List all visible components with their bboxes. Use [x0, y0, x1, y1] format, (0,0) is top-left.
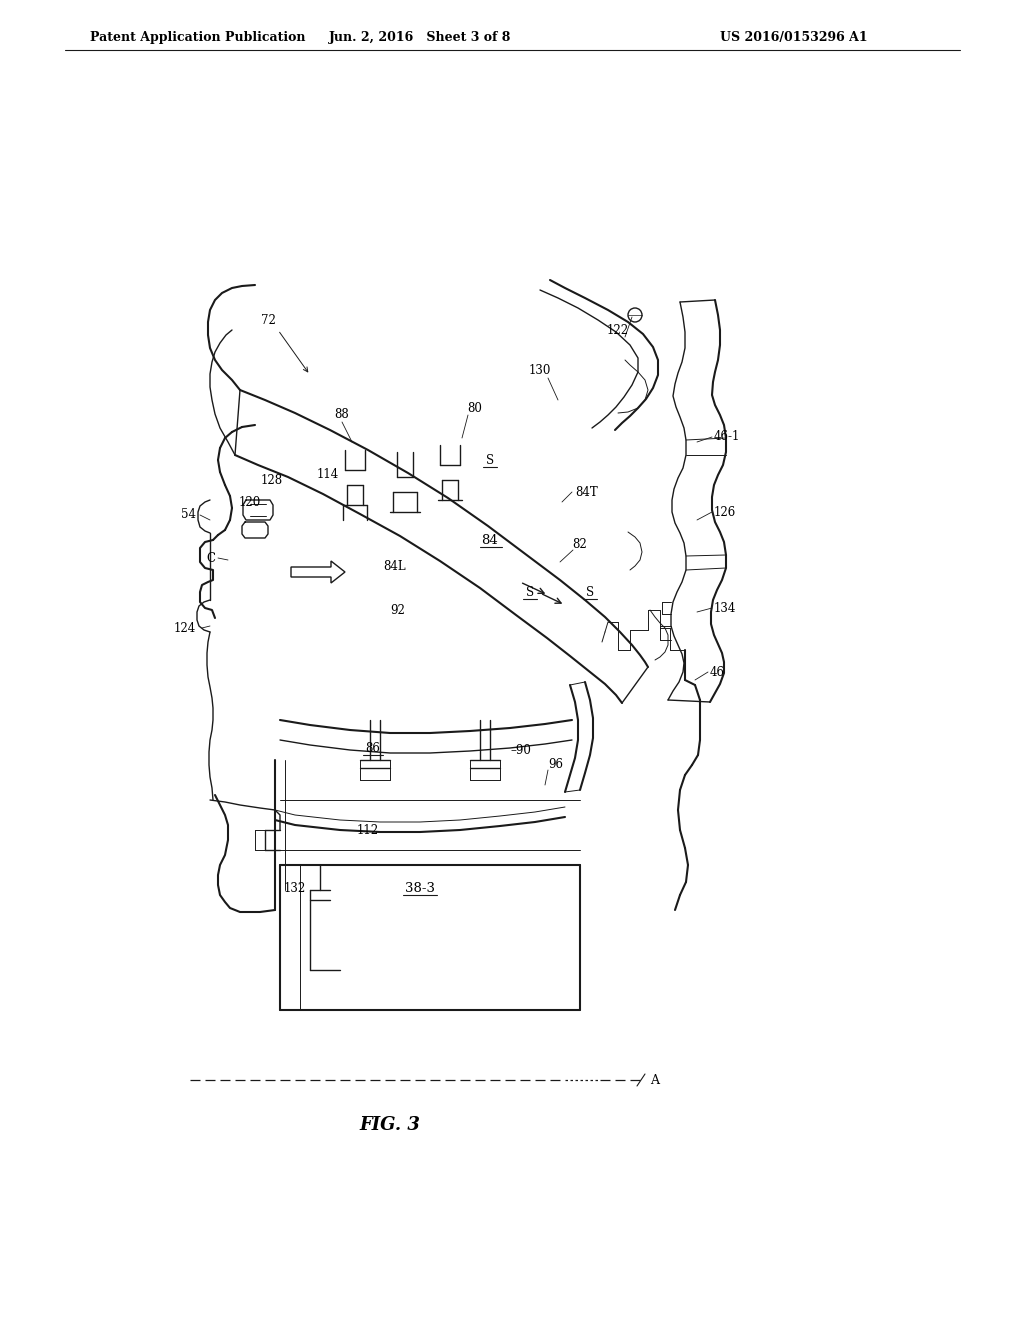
- Text: 72: 72: [260, 314, 275, 326]
- Text: –90: –90: [510, 743, 530, 756]
- Text: 82: 82: [572, 539, 588, 552]
- Text: 96: 96: [548, 758, 563, 771]
- Text: Jun. 2, 2016   Sheet 3 of 8: Jun. 2, 2016 Sheet 3 of 8: [329, 32, 511, 45]
- Text: 130: 130: [528, 363, 551, 376]
- Text: US 2016/0153296 A1: US 2016/0153296 A1: [720, 32, 867, 45]
- Text: 84: 84: [481, 533, 499, 546]
- Text: 124: 124: [174, 622, 196, 635]
- Text: S: S: [526, 586, 535, 598]
- Text: 132: 132: [284, 882, 306, 895]
- Text: 112: 112: [357, 824, 379, 837]
- Text: 88: 88: [335, 408, 349, 421]
- Text: 84T: 84T: [575, 486, 598, 499]
- Polygon shape: [291, 561, 345, 583]
- Text: 86: 86: [366, 742, 381, 755]
- Text: 46-1: 46-1: [714, 430, 740, 444]
- Text: 54: 54: [181, 508, 196, 521]
- Text: S: S: [586, 586, 594, 598]
- Text: 122: 122: [607, 323, 629, 337]
- Text: Patent Application Publication: Patent Application Publication: [90, 32, 305, 45]
- Text: 134: 134: [714, 602, 736, 615]
- Text: S: S: [486, 454, 494, 466]
- Text: 120: 120: [239, 495, 261, 508]
- Text: 38-3: 38-3: [406, 882, 435, 895]
- Text: 92: 92: [390, 603, 406, 616]
- Text: A: A: [650, 1073, 659, 1086]
- Text: 84L: 84L: [384, 561, 407, 573]
- Text: 126: 126: [714, 506, 736, 519]
- Text: C: C: [206, 552, 215, 565]
- Text: 114: 114: [316, 469, 339, 482]
- Text: 46: 46: [710, 665, 725, 678]
- Text: 80: 80: [468, 401, 482, 414]
- Text: 128: 128: [261, 474, 283, 487]
- Text: FIG. 3: FIG. 3: [359, 1115, 421, 1134]
